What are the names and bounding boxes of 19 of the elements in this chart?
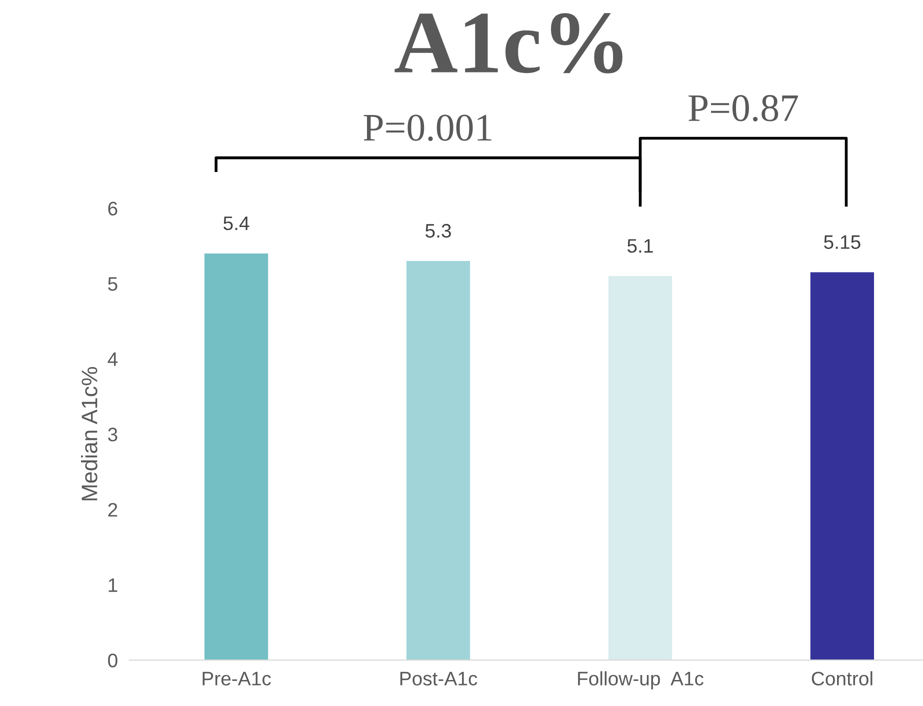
data-label: 5.3: [426, 224, 451, 238]
y-tick-label: 5: [108, 277, 118, 291]
y-tick-label: 1: [108, 578, 118, 592]
x-tick-label: Pre-A1c: [202, 672, 271, 686]
text: P=0.001: [364, 114, 492, 142]
y-tick-label: 4: [108, 352, 118, 366]
x-tick-label: Follow-up A1c: [578, 671, 704, 690]
text: P=0.87: [688, 95, 798, 122]
data-label: 5.4: [224, 216, 250, 230]
y-tick-label: 6: [108, 202, 118, 216]
y-tick-label: 2: [108, 502, 118, 517]
y-tick-label: 3: [108, 428, 118, 442]
y-tick-label: 0: [108, 654, 118, 668]
x-tick-label: Post-A1c: [400, 672, 478, 686]
data-label: 5.1: [627, 239, 653, 253]
chart-title: A1c%: [394, 13, 622, 74]
data-label: 5.15: [824, 235, 860, 249]
y-axis-title: Median A1c%: [81, 367, 98, 500]
x-tick-label: Control: [812, 671, 872, 686]
